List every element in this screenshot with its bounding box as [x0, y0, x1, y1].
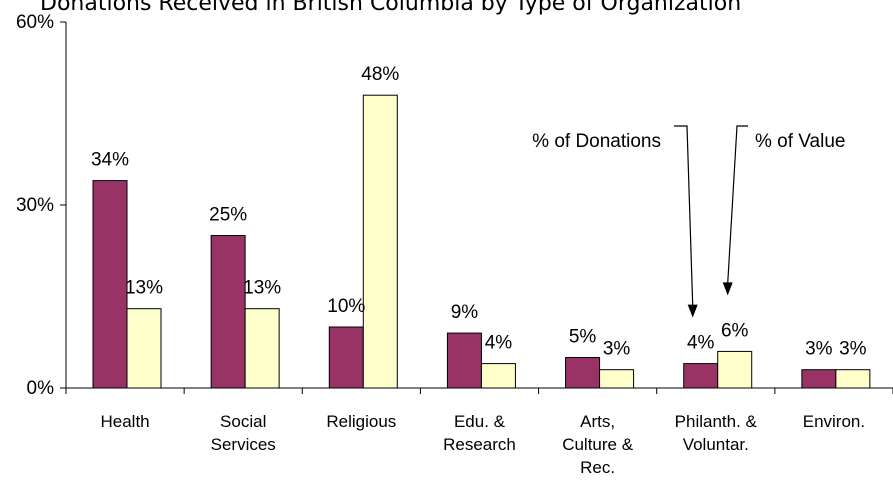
bar-donations	[565, 357, 601, 389]
bar-donations	[683, 363, 719, 389]
data-label-value: 6%	[721, 320, 749, 341]
bar-donations	[210, 235, 246, 389]
chart-title: Donations Received in British Columbia b…	[40, 0, 893, 26]
data-label-value: 3%	[839, 339, 867, 360]
category-label: Voluntar.	[683, 435, 749, 454]
data-labels: 34% 25% 10% 9% 5% 4% 3% 13% 13% 48% 4% 3% 6% 3%	[91, 64, 867, 360]
bar-value	[480, 363, 516, 389]
annotation-donations: % of Donations	[532, 131, 661, 152]
category-label: Environ.	[803, 412, 865, 431]
data-label-value: 13%	[243, 278, 281, 299]
data-label-donations: 25%	[209, 205, 247, 226]
data-label-donations: 5%	[569, 327, 597, 348]
bar-donations	[446, 332, 482, 389]
annotation-value: % of Value	[755, 131, 845, 152]
category-label: Edu. &	[454, 412, 506, 431]
bar-donations	[92, 180, 128, 389]
bar-value	[835, 369, 871, 389]
bar-donations	[328, 326, 364, 389]
data-label-donations: 9%	[451, 302, 479, 323]
bar-value	[362, 94, 398, 389]
chart-title-text: Donations Received in British Columbia b…	[40, 0, 742, 16]
annotation-arrowhead	[687, 304, 698, 318]
data-label-donations: 4%	[687, 333, 715, 354]
bar-value	[717, 350, 753, 389]
data-label-value: 13%	[125, 278, 163, 299]
y-tick-label: 0%	[27, 378, 55, 399]
data-label-value: 4%	[485, 333, 513, 354]
category-label: Religious	[326, 412, 396, 431]
category-label: Health	[101, 412, 150, 431]
y-tick-label: 60%	[16, 12, 54, 33]
category-label: Social	[220, 412, 266, 431]
bar-value	[244, 308, 280, 389]
category-label: Philanth. &	[675, 412, 758, 431]
annotation-arrow-line	[674, 125, 694, 306]
category-label: Arts,	[580, 412, 615, 431]
annotation-arrow-line	[727, 125, 748, 284]
data-label-value: 48%	[361, 64, 399, 85]
y-tick-label: 30%	[16, 195, 54, 216]
data-label-donations: 34%	[91, 150, 129, 171]
category-labels: Health Social Services Religious Edu. & Resea…	[101, 412, 866, 477]
axes: 0% 30% 60%	[16, 12, 893, 399]
bars	[92, 94, 871, 389]
category-label: Rec.	[580, 458, 615, 477]
category-label: Culture &	[562, 435, 634, 454]
annotations: % of Donations % of Value	[532, 125, 845, 318]
data-label-value: 3%	[603, 339, 631, 360]
category-label: Research	[443, 435, 516, 454]
bar-value	[599, 369, 635, 389]
bar-value	[126, 308, 162, 389]
data-label-donations: 3%	[805, 339, 833, 360]
data-label-donations: 10%	[327, 296, 365, 317]
bar-donations	[801, 369, 837, 389]
category-label: Services	[211, 435, 276, 454]
annotation-arrowhead	[722, 282, 733, 296]
